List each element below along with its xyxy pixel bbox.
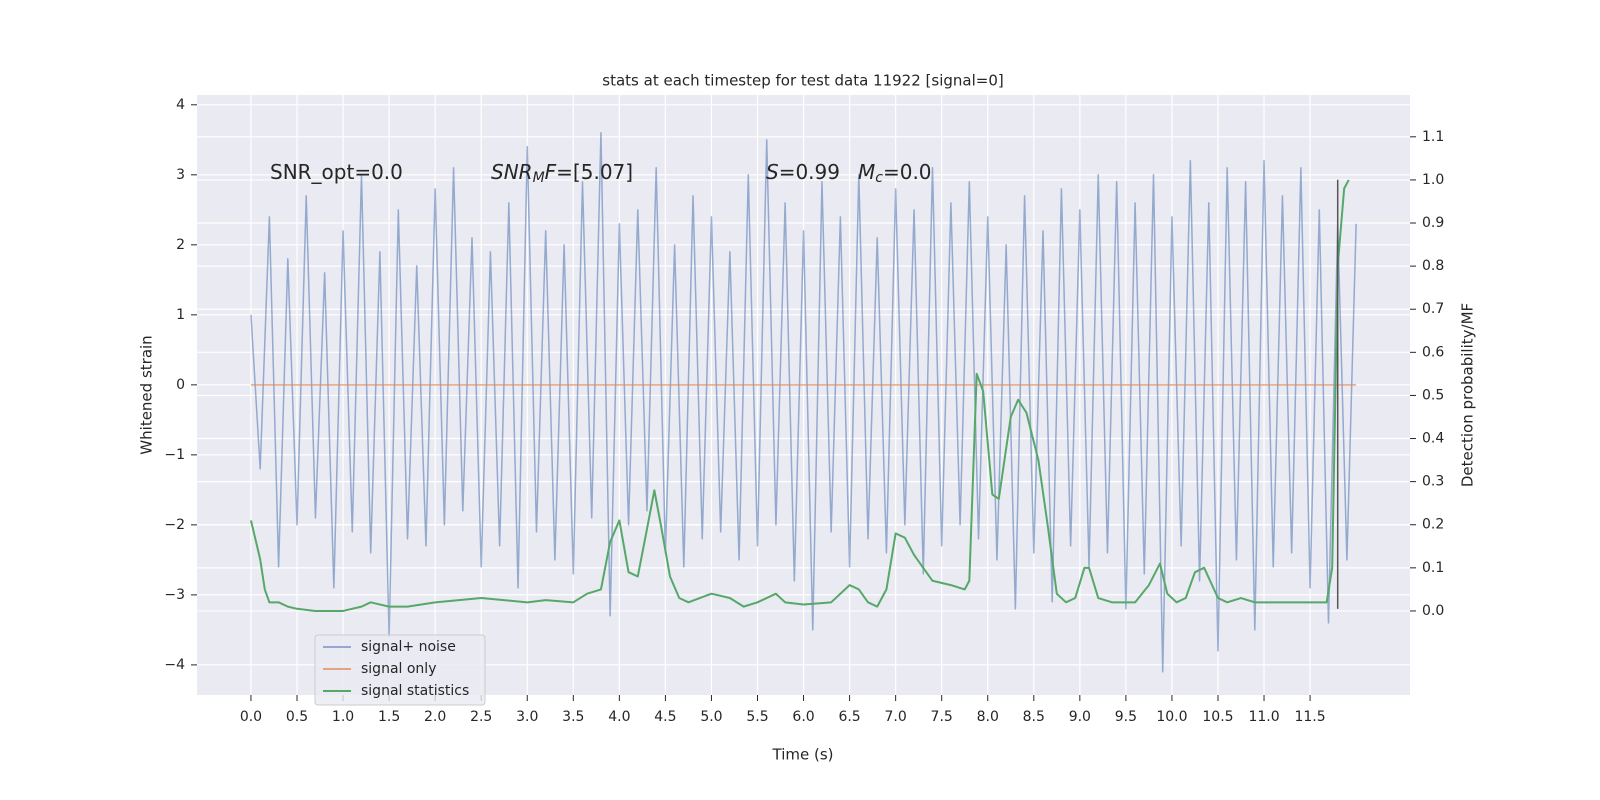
x-tick-label: 6.5 bbox=[838, 709, 860, 725]
x-axis-label: Time (s) bbox=[772, 746, 834, 764]
y2-tick-label: 0.4 bbox=[1422, 431, 1444, 447]
x-tick-label: 11.5 bbox=[1294, 709, 1325, 725]
annotation-part: F bbox=[545, 160, 557, 184]
annotation-part: =0.99 bbox=[779, 160, 840, 184]
annotation-part: =0.0 bbox=[883, 160, 932, 184]
y-tick-label: 2 bbox=[176, 237, 185, 253]
annotation-part: SNR bbox=[491, 160, 533, 184]
x-tick-label: 10.5 bbox=[1202, 709, 1233, 725]
annotation-part: c bbox=[875, 170, 883, 186]
x-tick-label: 5.0 bbox=[700, 709, 722, 725]
legend-label: signal statistics bbox=[361, 683, 469, 699]
y-axis-label: Whitened strain bbox=[138, 335, 156, 454]
annotation-part: S bbox=[766, 160, 779, 184]
legend-label: signal+ noise bbox=[361, 639, 456, 655]
x-tick-label: 3.0 bbox=[516, 709, 538, 725]
x-tick-label: 7.0 bbox=[885, 709, 907, 725]
y2-tick-label: 0.8 bbox=[1422, 258, 1444, 274]
y2-tick-label: 0.6 bbox=[1422, 344, 1444, 360]
y2-axis-label: Detection probability/MF bbox=[1459, 303, 1477, 487]
x-tick-label: 4.0 bbox=[608, 709, 630, 725]
y-tick-label: −2 bbox=[164, 517, 185, 533]
x-tick-label: 0.5 bbox=[286, 709, 308, 725]
y2-tick-label: 0.0 bbox=[1422, 603, 1444, 619]
x-tick-label: 10.0 bbox=[1156, 709, 1187, 725]
annotation: Mc=0.0 bbox=[858, 160, 932, 187]
x-tick-label: 8.0 bbox=[977, 709, 999, 725]
y2-tick-label: 0.7 bbox=[1422, 301, 1444, 317]
x-tick-label: 0.0 bbox=[240, 709, 262, 725]
y2-tick-label: 0.9 bbox=[1422, 215, 1444, 231]
x-tick-label: 1.0 bbox=[332, 709, 354, 725]
x-tick-label: 7.5 bbox=[931, 709, 953, 725]
series-line bbox=[249, 179, 1350, 612]
y-tick-label: −1 bbox=[164, 447, 185, 463]
y-tick-label: 4 bbox=[176, 97, 185, 113]
y2-tick-label: 0.2 bbox=[1422, 517, 1444, 533]
y-tick-label: −3 bbox=[164, 587, 185, 603]
x-tick-label: 3.5 bbox=[562, 709, 584, 725]
x-tick-label: 11.0 bbox=[1248, 709, 1279, 725]
y2-tick-label: 0.1 bbox=[1422, 560, 1444, 576]
legend-box bbox=[314, 634, 486, 706]
y2-tick-label: 1.1 bbox=[1422, 129, 1444, 145]
x-tick-label: 9.5 bbox=[1115, 709, 1137, 725]
annotation-part: =[5.07] bbox=[556, 160, 633, 184]
annotation: S=0.99 bbox=[766, 160, 840, 184]
x-tick-label: 6.0 bbox=[792, 709, 814, 725]
chart-title: stats at each timestep for test data 119… bbox=[602, 72, 1003, 90]
x-tick-label: 5.5 bbox=[746, 709, 768, 725]
annotation: SNR_opt=0.0 bbox=[270, 160, 403, 184]
x-tick-label: 2.0 bbox=[424, 709, 446, 725]
y2-tick-label: 1.0 bbox=[1422, 172, 1444, 188]
y-tick-label: 1 bbox=[176, 307, 185, 323]
y2-tick-label: 0.3 bbox=[1422, 474, 1444, 490]
legend-label: signal only bbox=[361, 661, 436, 677]
y-tick-label: −4 bbox=[164, 657, 185, 673]
series-line bbox=[250, 132, 1357, 673]
x-tick-label: 2.5 bbox=[470, 709, 492, 725]
y-tick-label: 3 bbox=[176, 167, 185, 183]
annotation-part: SNR_opt=0.0 bbox=[270, 160, 403, 184]
y-tick-label: 0 bbox=[176, 377, 185, 393]
x-tick-label: 1.5 bbox=[378, 709, 400, 725]
annotation: SNRMF=[5.07] bbox=[491, 160, 633, 187]
annotation-part: M bbox=[858, 160, 875, 184]
y2-tick-label: 0.5 bbox=[1422, 387, 1444, 403]
x-tick-label: 4.5 bbox=[654, 709, 676, 725]
annotation-part: M bbox=[533, 170, 545, 186]
x-tick-label: 9.0 bbox=[1069, 709, 1091, 725]
x-tick-label: 8.5 bbox=[1023, 709, 1045, 725]
